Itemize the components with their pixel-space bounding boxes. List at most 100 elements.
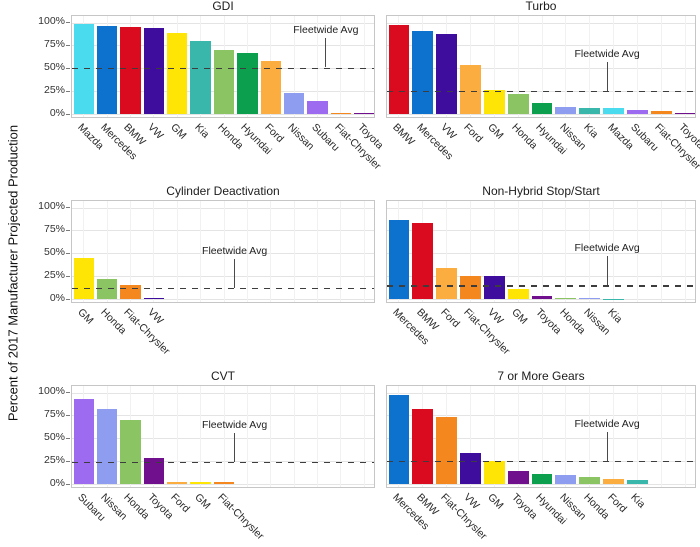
fleetwide-avg-pointer bbox=[606, 61, 608, 91]
bar-nissan bbox=[555, 475, 577, 485]
bar-subaru bbox=[73, 399, 94, 485]
bar-mercedes bbox=[388, 219, 410, 300]
y-tick-mark bbox=[66, 22, 70, 23]
gridline-y bbox=[72, 22, 374, 24]
gridline-x bbox=[565, 16, 567, 117]
fleetwide-avg-line bbox=[72, 67, 374, 70]
fleetwide-avg-pointer bbox=[234, 432, 236, 462]
gridline-x bbox=[129, 201, 131, 302]
bar-bmw bbox=[412, 222, 434, 300]
bar-gm bbox=[190, 481, 211, 485]
y-tick-label: 25% bbox=[43, 453, 65, 466]
fleetwide-avg-line bbox=[72, 461, 374, 464]
fleetwide-avg-line bbox=[72, 287, 374, 290]
fleetwide-avg-label: Fleetwide Avg bbox=[574, 417, 640, 430]
panel-title-turbo: Turbo bbox=[525, 0, 557, 13]
gridline-x bbox=[493, 16, 495, 117]
x-tick-label-bmw: BMW bbox=[390, 121, 417, 148]
gridline-y bbox=[387, 253, 695, 255]
x-tick-label-fiat-chrysler: Fiat-Chrysler bbox=[215, 491, 267, 543]
bar-nissan bbox=[579, 298, 601, 300]
y-tick-mark bbox=[66, 392, 70, 393]
y-tick-mark bbox=[66, 414, 70, 416]
y-tick-mark bbox=[66, 229, 70, 231]
y-tick-mark bbox=[66, 460, 70, 462]
bar-mazda bbox=[603, 108, 624, 115]
x-tick-label-honda: Honda bbox=[557, 306, 588, 337]
gridline-y bbox=[72, 461, 374, 463]
x-tick-label-vw: VW bbox=[485, 306, 506, 327]
y-tick-label: 50% bbox=[43, 245, 65, 258]
gridline-x bbox=[200, 386, 202, 487]
x-tick-label-gm: GM bbox=[485, 491, 506, 512]
bar-vw bbox=[483, 275, 505, 300]
gridline-y bbox=[387, 392, 695, 394]
gridline-y bbox=[72, 114, 374, 115]
gridline-y bbox=[72, 392, 374, 394]
x-tick-label-kia: Kia bbox=[628, 491, 648, 511]
x-tick-label-gm: GM bbox=[509, 306, 530, 327]
gridline-y bbox=[387, 114, 695, 115]
fleetwide-avg-line bbox=[387, 285, 695, 287]
panel-title-gdi: GDI bbox=[212, 0, 234, 13]
fleetwide-avg-pointer bbox=[234, 258, 236, 288]
bar-fiat-chrysler bbox=[436, 416, 458, 485]
x-tick-label-toyota: Toyota bbox=[509, 491, 540, 522]
gridline-x bbox=[153, 201, 155, 302]
bar-ford bbox=[436, 268, 458, 300]
bar-ford bbox=[460, 65, 481, 115]
bar-nissan bbox=[283, 92, 305, 115]
gridline-x bbox=[684, 201, 686, 302]
gridline-x bbox=[340, 386, 342, 487]
gridline-x bbox=[636, 16, 638, 117]
gridline-y bbox=[387, 230, 695, 232]
bar-mazda bbox=[73, 23, 94, 115]
gridline-x bbox=[106, 201, 108, 302]
gridline-x bbox=[660, 201, 662, 302]
gridline-x bbox=[589, 16, 591, 117]
gridline-y bbox=[72, 299, 374, 300]
bar-bmw bbox=[120, 27, 141, 115]
bar-vw bbox=[143, 297, 165, 300]
gridline-y bbox=[72, 438, 374, 440]
gridline-y bbox=[72, 207, 374, 209]
bar-gm bbox=[483, 460, 505, 485]
x-tick-label-kia: Kia bbox=[580, 121, 601, 141]
fleetwide-avg-label: Fleetwide Avg bbox=[202, 418, 268, 431]
bar-toyota bbox=[531, 295, 553, 300]
gridline-x bbox=[246, 386, 248, 487]
panel-cylinder-deactivation: Fleetwide Avg bbox=[71, 200, 375, 303]
panel-7-or-more-gears: Fleetwide Avg bbox=[386, 385, 696, 488]
gridline-x bbox=[317, 16, 319, 117]
y-tick-mark bbox=[66, 252, 70, 254]
gridline-x bbox=[363, 16, 365, 117]
bar-fiat-chrysler bbox=[650, 111, 672, 115]
gridline-y bbox=[387, 415, 695, 417]
panel-title-non-hybrid-stop-start: Non-Hybrid Stop/Start bbox=[482, 184, 600, 198]
x-tick-label-gm: GM bbox=[168, 121, 189, 142]
y-tick-label: 75% bbox=[43, 222, 65, 235]
gridline-x bbox=[176, 386, 178, 487]
gridline-x bbox=[541, 386, 543, 487]
y-tick-mark bbox=[66, 437, 70, 439]
gridline-x bbox=[469, 201, 471, 302]
bar-honda bbox=[213, 49, 235, 115]
gridline-x bbox=[293, 201, 295, 302]
bar-kia bbox=[626, 479, 648, 485]
y-tick-label: 50% bbox=[43, 430, 65, 443]
bar-honda bbox=[555, 297, 577, 300]
bar-gm bbox=[167, 33, 188, 115]
bar-mercedes bbox=[96, 25, 118, 115]
y-tick-label: 0% bbox=[49, 291, 65, 304]
y-tick-label: 75% bbox=[43, 37, 65, 50]
y-tick-label: 100% bbox=[38, 15, 65, 27]
y-tick-mark bbox=[66, 483, 70, 485]
gridline-x bbox=[541, 201, 543, 302]
bar-ford bbox=[260, 60, 281, 115]
y-tick-mark bbox=[66, 298, 70, 300]
gridline-x bbox=[446, 201, 448, 302]
y-tick-mark bbox=[66, 275, 70, 277]
bar-toyota bbox=[507, 470, 529, 485]
y-tick-label: 100% bbox=[38, 200, 65, 212]
